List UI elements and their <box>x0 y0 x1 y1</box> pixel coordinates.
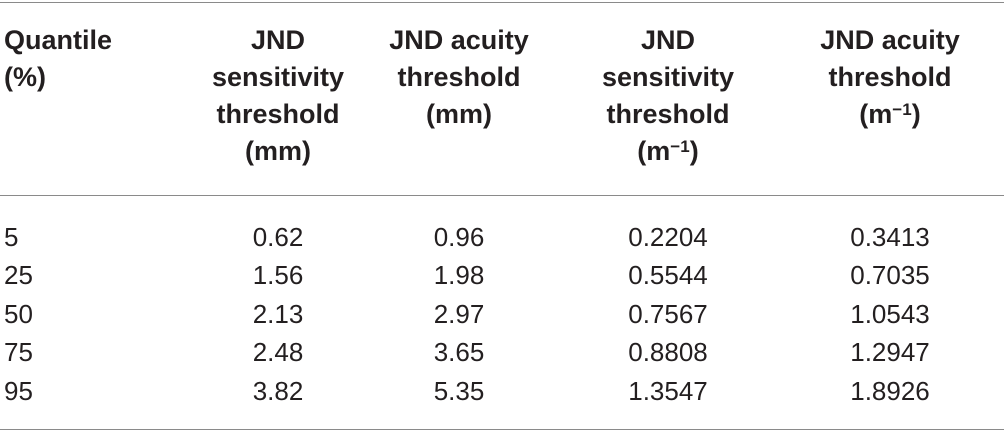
cell-acuity-inv-m: 1.8926 <box>850 376 930 406</box>
header-unit: (m−1) <box>797 96 983 133</box>
cell-sensitivity-mm: 3.82 <box>252 376 304 406</box>
cell-sensitivity-mm: 1.56 <box>252 260 304 290</box>
cell-sensitivity-inv-m: 1.3547 <box>628 376 708 406</box>
table-row: 95 3.82 5.35 1.3547 1.8926 <box>0 375 1004 407</box>
cell-quantile: 75 <box>4 337 33 367</box>
table-row: 25 1.56 1.98 0.5544 0.7035 <box>0 259 1004 291</box>
cell-quantile: 25 <box>4 260 33 290</box>
cell-acuity-mm: 3.65 <box>433 337 485 367</box>
header-line: threshold <box>216 99 340 129</box>
header-line: JND acuity <box>820 25 960 55</box>
cell-sensitivity-mm: 2.48 <box>252 337 304 367</box>
table-top-rule <box>0 2 1004 3</box>
cell-sensitivity-inv-m: 0.2204 <box>628 222 708 252</box>
cell-acuity-mm: 0.96 <box>433 222 485 252</box>
cell-acuity-mm: 5.35 <box>433 376 485 406</box>
table-row: 50 2.13 2.97 0.7567 1.0543 <box>0 298 1004 330</box>
header-line: JND acuity <box>389 25 529 55</box>
header-quantile: Quantile (%) <box>4 22 134 96</box>
header-line: (%) <box>4 62 46 92</box>
header-line: (mm) <box>245 136 311 166</box>
cell-acuity-inv-m: 1.0543 <box>850 299 930 329</box>
unit-superscript: −1 <box>670 137 690 157</box>
cell-sensitivity-inv-m: 0.8808 <box>628 337 708 367</box>
table-row: 5 0.62 0.96 0.2204 0.3413 <box>0 221 1004 253</box>
cell-sensitivity-mm: 2.13 <box>252 299 304 329</box>
header-line: sensitivity <box>601 62 735 92</box>
cell-acuity-mm: 1.98 <box>433 260 485 290</box>
header-jnd-sensitivity-inv-m: JND sensitivity threshold (m−1) <box>568 22 768 170</box>
cell-sensitivity-inv-m: 0.7567 <box>628 299 708 329</box>
unit-close: ) <box>911 99 921 129</box>
cell-acuity-mm: 2.97 <box>433 299 485 329</box>
cell-acuity-inv-m: 0.3413 <box>850 222 930 252</box>
cell-acuity-inv-m: 1.2947 <box>850 337 930 367</box>
table-row: 75 2.48 3.65 0.8808 1.2947 <box>0 336 1004 368</box>
cell-sensitivity-inv-m: 0.5544 <box>628 260 708 290</box>
header-separator-rule <box>0 195 1004 196</box>
header-line: Quantile <box>4 25 113 55</box>
header-line: JND <box>640 25 695 55</box>
unit-close: ) <box>689 136 699 166</box>
unit-base: (m <box>637 136 671 166</box>
unit-base: (m <box>859 99 893 129</box>
cell-quantile: 5 <box>4 222 19 252</box>
header-line: sensitivity <box>211 62 345 92</box>
header-line: (mm) <box>426 99 492 129</box>
header-line: JND <box>250 25 305 55</box>
cell-quantile: 50 <box>4 299 33 329</box>
cell-sensitivity-mm: 0.62 <box>252 222 304 252</box>
unit-superscript: −1 <box>892 100 912 120</box>
table-bottom-rule <box>0 429 1004 430</box>
cell-quantile: 95 <box>4 376 33 406</box>
header-line: threshold <box>828 62 952 92</box>
cell-acuity-inv-m: 0.7035 <box>850 260 930 290</box>
header-line: threshold <box>606 99 730 129</box>
header-line: threshold <box>397 62 521 92</box>
header-jnd-sensitivity-mm: JND sensitivity threshold (mm) <box>178 22 378 170</box>
header-jnd-acuity-inv-m: JND acuity threshold (m−1) <box>797 22 983 133</box>
header-unit: (m−1) <box>568 133 768 170</box>
header-jnd-acuity-mm: JND acuity threshold (mm) <box>366 22 552 133</box>
